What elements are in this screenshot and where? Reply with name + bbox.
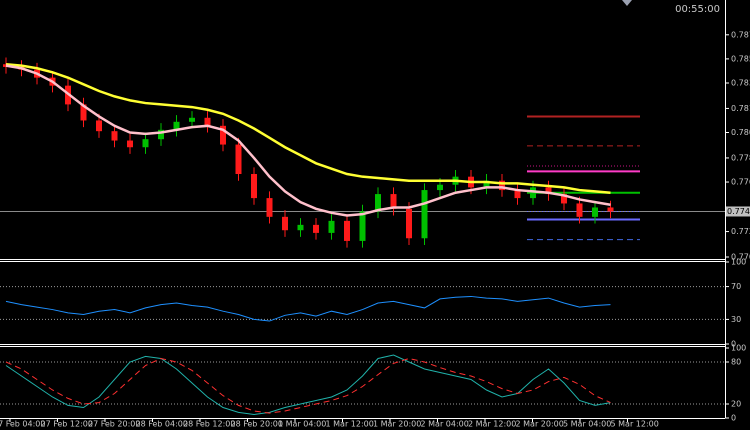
indicator-line — [5, 64, 611, 217]
y-tick-label: 0.7708 — [731, 252, 750, 261]
candle-body — [406, 208, 412, 239]
shift-marker — [622, 0, 632, 6]
candle-body — [375, 194, 381, 212]
candle-body — [390, 194, 397, 209]
plot-layer: 0.7708 0.7727 0.7764 0.7782 0.7801 0.7819 0.78… — [0, 30, 750, 429]
candle-body — [499, 180, 505, 191]
indicator-line — [5, 295, 611, 322]
y-tick-label: 80 — [731, 358, 741, 367]
candle-body — [96, 120, 102, 132]
candle-body — [158, 129, 164, 140]
candle-body — [313, 224, 319, 233]
x-tick-label: 5 Mar 04:00 — [563, 420, 611, 429]
candle-body — [328, 220, 335, 233]
y-tick-label: 0.7819 — [731, 104, 750, 113]
x-tick-label: 1 Mar 12:00 — [326, 420, 374, 429]
candle-body — [173, 121, 180, 130]
candle-body — [483, 180, 490, 188]
x-tick-label: 28 Feb 12:00 — [183, 420, 235, 429]
candle-body — [220, 125, 226, 145]
candle-body — [545, 187, 552, 195]
candle-body — [359, 211, 366, 241]
candle-body — [514, 190, 521, 199]
x-tick-label: 1 Mar 20:00 — [373, 420, 421, 429]
x-tick-label: 2 Mar 20:00 — [516, 420, 564, 429]
y-tick-label: 0.7764 — [731, 178, 750, 187]
candle-body — [142, 139, 149, 148]
candle-body — [189, 117, 195, 122]
y-tick-label: 0.7727 — [731, 227, 750, 236]
y-tick-label: 0.7838 — [731, 78, 750, 87]
y-tick-label: 20 — [731, 400, 741, 409]
candle-body — [266, 198, 273, 217]
x-tick-label: 1 Mar 04:00 — [278, 420, 326, 429]
x-tick-label: 5 Mar 12:00 — [611, 420, 659, 429]
candle-body — [561, 194, 567, 204]
indicator-line — [5, 354, 611, 416]
candle-body — [607, 207, 614, 212]
candle-body — [282, 216, 288, 231]
x-tick-label: 28 Feb 04:00 — [136, 420, 188, 429]
y-tick-label: 0.7782 — [731, 153, 750, 162]
candle-body — [204, 117, 211, 126]
candle-body — [235, 144, 242, 175]
y-tick-label: 100 — [731, 344, 746, 353]
clock: 00:55:00 — [675, 4, 720, 15]
indicator-line — [5, 63, 611, 194]
candle-body — [421, 190, 428, 239]
price-label-box — [726, 206, 750, 217]
indicator-line — [5, 357, 611, 414]
candle-body — [297, 224, 304, 231]
candle-body — [251, 174, 257, 199]
candle-body — [80, 104, 87, 121]
x-tick-label: 2 Mar 12:00 — [468, 420, 516, 429]
y-tick-label: 30 — [731, 315, 741, 324]
x-tick-label: 27 Feb 04:00 — [0, 420, 45, 429]
y-tick-label: 0 — [731, 340, 736, 349]
x-tick-label: 27 Feb 12:00 — [41, 420, 93, 429]
x-tick-label: 2 Mar 04:00 — [421, 420, 469, 429]
x-tick-label: 27 Feb 20:00 — [88, 420, 140, 429]
candle-body — [344, 220, 350, 241]
candle-body — [576, 203, 583, 217]
y-tick-label: 0.7856 — [731, 54, 750, 63]
x-tick-label: 28 Feb 20:00 — [231, 420, 283, 429]
y-tick-label: 0.7801 — [731, 128, 750, 137]
candle-body — [127, 140, 133, 148]
candle-body — [592, 207, 598, 217]
y-tick-label: 0 — [731, 414, 736, 423]
y-tick-label: 0.7874 — [731, 30, 750, 39]
candle-body — [111, 131, 118, 141]
candle-body — [530, 187, 536, 199]
candle-body — [437, 184, 443, 191]
y-tick-label: 100 — [731, 258, 746, 267]
y-tick-label: 70 — [731, 282, 741, 291]
price-label: 0.7742 — [727, 207, 750, 216]
